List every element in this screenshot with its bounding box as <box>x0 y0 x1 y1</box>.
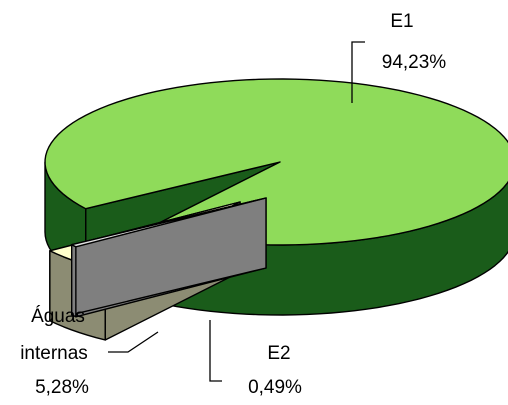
label-e2-name: E2 <box>267 343 290 364</box>
label-e2-value: 0,49% <box>248 377 302 398</box>
leader-line-aguas-internas <box>108 331 159 353</box>
label-e1-name: E1 <box>390 11 413 32</box>
slice-e2 <box>71 197 267 318</box>
label-aguas-internas-name-line1: Águas <box>31 306 85 327</box>
label-e1-value: 94,23% <box>382 52 447 73</box>
label-aguas-internas-name-line2: internas <box>20 343 88 364</box>
leader-line-e1 <box>351 41 365 103</box>
label-aguas-internas-value: 5,28% <box>35 377 89 398</box>
slice-e2-top <box>71 197 267 248</box>
leader-line-e2 <box>209 320 222 382</box>
slice-e1-top <box>44 78 508 246</box>
pie-slices <box>44 78 508 341</box>
